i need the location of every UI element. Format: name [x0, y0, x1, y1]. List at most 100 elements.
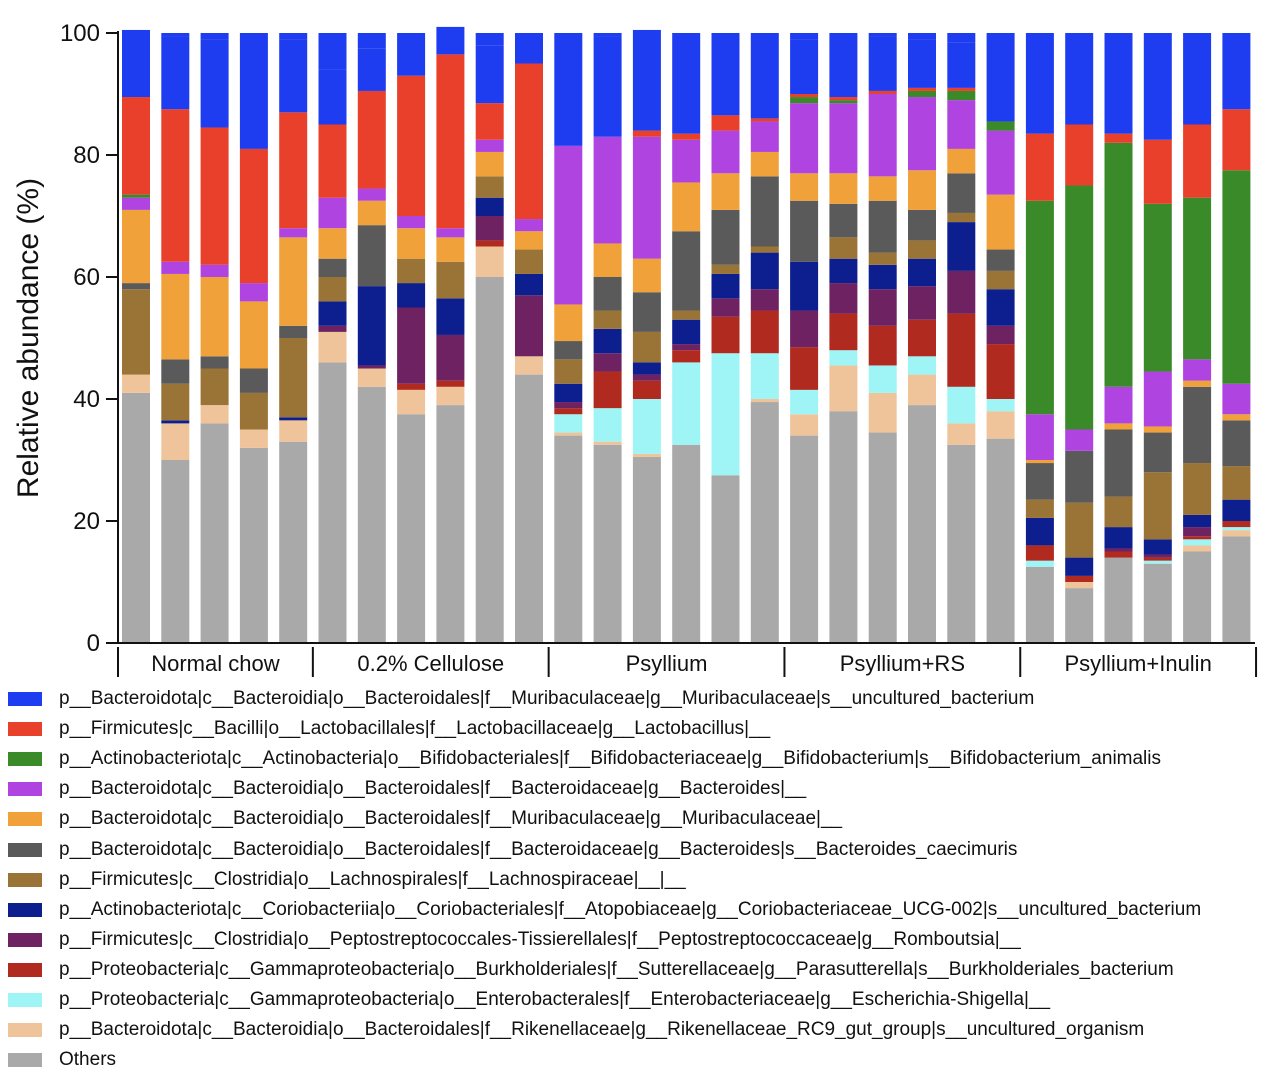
legend-item: p__Firmicutes|c__Bacilli|o__Lactobacilla…	[8, 714, 1271, 744]
legend-item: p__Bacteroidota|c__Bacteroidia|o__Bacter…	[8, 684, 1271, 714]
legend: p__Bacteroidota|c__Bacteroidia|o__Bacter…	[8, 684, 1271, 1075]
legend-item: p__Firmicutes|c__Clostridia|o__Peptostre…	[8, 925, 1271, 955]
bar-segment-escherichia-shigella	[790, 389, 819, 415]
bar-segment-bacteroides-caecimuris	[1025, 463, 1054, 500]
legend-swatch	[8, 692, 42, 707]
bar-sample-3	[200, 33, 229, 643]
bar-segment-others	[161, 460, 190, 643]
bar-segment-parasutterella	[554, 408, 583, 415]
group-labels: Normal chow 0.2% Cellulose Psyllium Psylliu…	[117, 647, 1258, 677]
bar-segment-romboutsia	[1143, 554, 1172, 558]
bar-segment-coriobacteriaceae-ucg-002	[357, 286, 386, 366]
legend-swatch	[8, 872, 42, 887]
bar-segment-bacteroides	[554, 145, 583, 305]
bar-segment-others	[318, 362, 347, 643]
bar-segment-romboutsia	[868, 289, 897, 326]
bar-segment-muribaculaceae-2	[790, 173, 819, 201]
bar-segment-parasutterella	[986, 344, 1015, 399]
bar-segment-bacteroides	[239, 283, 268, 302]
legend-swatch	[8, 992, 42, 1007]
bar-segment-bacteroides	[1143, 371, 1172, 427]
y-tick-label: 80	[73, 142, 100, 169]
bar-segment-parasutterella	[829, 313, 858, 351]
bar-segment-lachnospiraceae	[711, 264, 740, 274]
bar-segment-escherichia-shigella	[672, 362, 701, 445]
bar-segment-others	[711, 475, 740, 643]
bar-segment-romboutsia	[436, 334, 465, 381]
bar-segment-escherichia-shigella	[1025, 560, 1054, 567]
bar-segment-top-fill	[475, 33, 504, 46]
bar-segment-lachnospiraceae	[1183, 463, 1212, 515]
bar-segment-rikenellaceae-rc9	[397, 389, 426, 415]
bar-segment-muribaculaceae-2	[1183, 380, 1212, 387]
bar-segment-coriobacteriaceae-ucg-002	[1183, 514, 1212, 528]
bar-segment-bacteroides	[1104, 386, 1133, 424]
group-label: Psyllium	[626, 651, 708, 676]
bar-segment-parasutterella	[672, 350, 701, 363]
bar-segment-muribaculaceae-uncultured	[790, 39, 819, 94]
bar-sample-9	[436, 26, 465, 643]
legend-swatch	[8, 1023, 42, 1038]
bar-segment-bacteroides	[475, 139, 504, 152]
bar-segment-others	[279, 441, 308, 643]
legend-swatch	[8, 842, 42, 857]
y-axis-label: Relative abundance (%)	[12, 178, 45, 498]
bar-segment-escherichia-shigella	[632, 399, 661, 454]
legend-item: p__Bacteroidota|c__Bacteroidia|o__Bacter…	[8, 1015, 1271, 1045]
bar-segment-others	[672, 444, 701, 643]
bar-segment-top-fill	[947, 33, 976, 43]
bar-sample-19	[829, 33, 858, 643]
bar-segment-lactobacillus	[1104, 133, 1133, 143]
bar-segment-others	[1143, 563, 1172, 643]
legend-label: p__Bacteroidota|c__Bacteroidia|o__Bacter…	[59, 1019, 1145, 1041]
bar-segment-rikenellaceae-rc9	[593, 441, 622, 445]
bar-segment-rikenellaceae-rc9	[790, 414, 819, 436]
bar-segment-lactobacillus	[475, 103, 504, 140]
bar-segment-others	[1222, 536, 1251, 643]
bar-segment-others	[122, 392, 150, 643]
bar-segment-parasutterella	[1104, 551, 1133, 558]
bar-segment-lactobacillus	[318, 124, 347, 198]
bar-segment-muribaculaceae-2	[829, 173, 858, 204]
bar-segment-romboutsia	[1104, 548, 1133, 552]
bar-segment-romboutsia	[475, 216, 504, 241]
legend-label: p__Bacteroidota|c__Bacteroidia|o__Bacter…	[59, 808, 843, 830]
bar-segment-parasutterella	[947, 313, 976, 387]
bar-segment-others	[1065, 588, 1094, 643]
bar-sample-21	[908, 33, 936, 643]
bar-segment-muribaculaceae-uncultured	[947, 42, 976, 88]
bar-sample-15	[672, 33, 701, 643]
bar-segment-romboutsia	[908, 286, 936, 320]
bar-segment-bacteroides	[318, 197, 347, 229]
legend-swatch	[8, 752, 42, 767]
legend-item: p__Firmicutes|c__Clostridia|o__Lachnospi…	[8, 865, 1271, 895]
bar-segment-parasutterella	[908, 319, 936, 357]
bar-segment-lactobacillus	[1222, 109, 1251, 171]
bar-segment-bifidobacterium	[947, 90, 976, 101]
bar-segment-parasutterella	[1025, 545, 1054, 561]
bar-segment-muribaculaceae-uncultured	[161, 36, 190, 110]
bar-segment-rikenellaceae-rc9	[868, 392, 897, 433]
bar-segment-bacteroides-caecimuris	[750, 176, 779, 247]
bar-segment-muribaculaceae-uncultured	[672, 33, 701, 134]
bar-sample-24	[1025, 33, 1054, 643]
bar-segment-coriobacteriaceae-ucg-002	[161, 420, 190, 424]
bar-segment-bacteroides	[279, 228, 308, 238]
bar-segment-others	[868, 432, 897, 643]
bar-segment-lactobacillus	[1143, 139, 1172, 204]
bar-segment-coriobacteriaceae-ucg-002	[397, 283, 426, 308]
bar-segment-lachnospiraceae	[475, 176, 504, 198]
bar-segment-coriobacteriaceae-ucg-002	[1222, 499, 1251, 521]
bar-segment-bacteroides-caecimuris	[279, 325, 308, 338]
legend-label: p__Proteobacteria|c__Gammaproteobacteria…	[59, 988, 1051, 1010]
bar-segment-muribaculaceae-uncultured	[357, 48, 386, 91]
bar-segment-coriobacteriaceae-ucg-002	[790, 261, 819, 311]
bar-segment-coriobacteriaceae-ucg-002	[632, 362, 661, 375]
bar-segment-bacteroides	[122, 197, 150, 210]
bar-segment-escherichia-shigella	[947, 386, 976, 424]
bar-sample-5	[279, 33, 308, 643]
bar-segment-coriobacteriaceae-ucg-002	[1104, 527, 1133, 549]
bar-segment-bacteroides	[908, 97, 936, 171]
bar-segment-lachnospiraceae	[1104, 496, 1133, 528]
bar-segment-bacteroides	[632, 136, 661, 259]
